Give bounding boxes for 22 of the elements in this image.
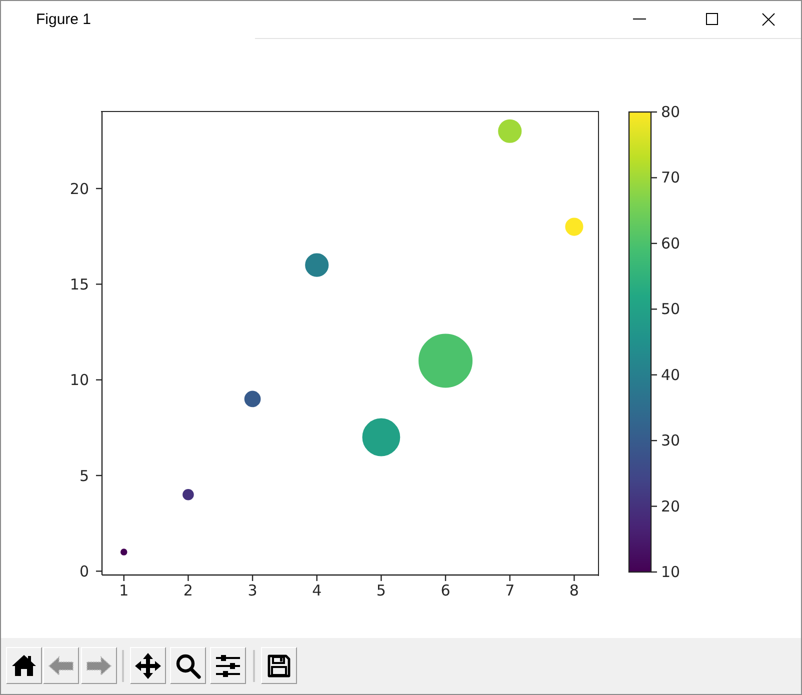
color-bar-label: 50 [661,300,680,318]
y-tick-label: 20 [70,180,89,198]
caption: Figure 1 [36,11,92,28]
x-tick-label: 4 [312,582,322,600]
y-tick-label: 15 [70,276,89,294]
color-bar-label: 30 [661,432,680,450]
color-bar-label: 10 [661,563,680,581]
y-tick-label: 10 [70,371,89,390]
x-tick-label: 8 [569,582,579,600]
x-tick-label: 5 [376,582,386,600]
color-bar-label: 40 [661,366,680,384]
color-bar-label: 70 [661,168,680,187]
color-bar-label: 20 [661,497,680,516]
color-bar-label: 60 [661,234,680,252]
x-tick-label: 2 [183,582,193,600]
x-tick-label: 3 [248,582,258,600]
x-tick-label: 6 [440,582,450,600]
y-tick-label: 5 [79,466,89,485]
x-tick-label: 7 [505,582,515,600]
x-tick-label: 1 [119,582,129,600]
y-tick-label: 0 [79,562,89,580]
color-bar-label: 80 [661,103,680,121]
